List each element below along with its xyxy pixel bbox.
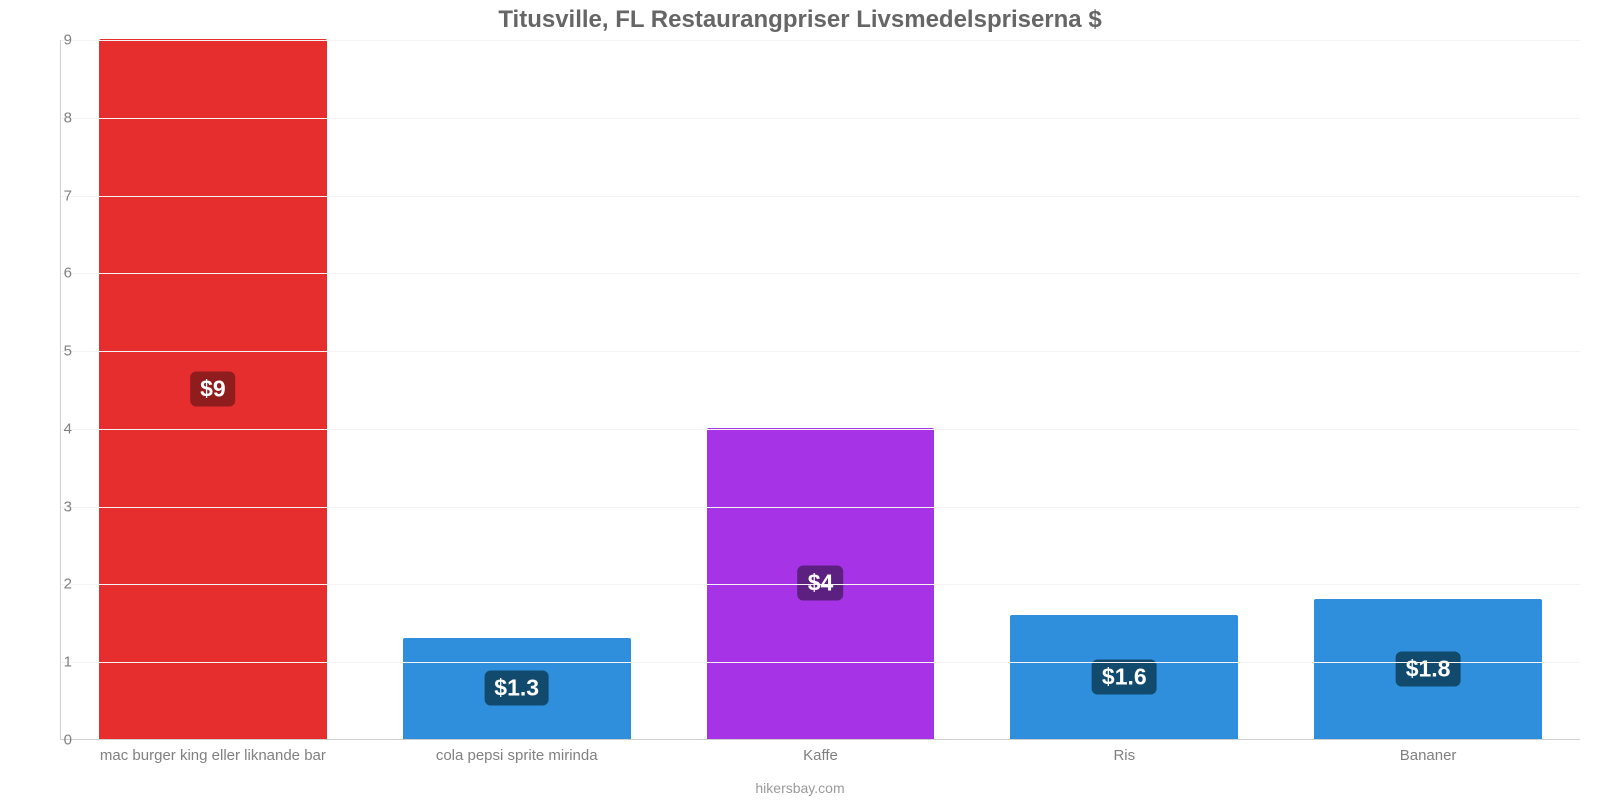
y-axis-tick: 9	[42, 32, 72, 49]
y-axis-tick: 6	[42, 265, 72, 282]
chart-title: Titusville, FL Restaurangpriser Livsmede…	[0, 6, 1600, 34]
y-axis-tick: 2	[42, 576, 72, 593]
bar-value-label: $9	[190, 372, 236, 407]
y-axis-tick: 0	[42, 732, 72, 749]
y-axis-tick: 1	[42, 654, 72, 671]
bar-slot: $1.6Ris	[972, 40, 1276, 739]
x-axis-label: Kaffe	[669, 747, 973, 764]
bar-value-label: $1.8	[1396, 652, 1461, 687]
bar-slot: $1.3cola pepsi sprite mirinda	[365, 40, 669, 739]
y-axis-tick: 8	[42, 109, 72, 126]
y-axis-tick: 4	[42, 420, 72, 437]
plot-area: $9mac burger king eller liknande bar$1.3…	[60, 40, 1580, 740]
x-axis-label: Bananer	[1276, 747, 1580, 764]
price-bar-chart: Titusville, FL Restaurangpriser Livsmede…	[0, 0, 1600, 800]
x-axis-label: mac burger king eller liknande bar	[61, 747, 365, 764]
bar-value-label: $1.6	[1092, 659, 1157, 694]
grid-line	[61, 273, 1580, 274]
x-axis-label: cola pepsi sprite mirinda	[365, 747, 669, 764]
grid-line	[61, 118, 1580, 119]
grid-line	[61, 662, 1580, 663]
y-axis-tick: 3	[42, 498, 72, 515]
y-axis-tick: 7	[42, 187, 72, 204]
grid-line	[61, 351, 1580, 352]
y-axis-tick: 5	[42, 343, 72, 360]
bar-value-label: $1.3	[484, 671, 549, 706]
grid-line	[61, 584, 1580, 585]
bars-container: $9mac burger king eller liknande bar$1.3…	[61, 40, 1580, 739]
grid-line	[61, 40, 1580, 41]
grid-line	[61, 507, 1580, 508]
chart-credit: hikersbay.com	[0, 780, 1600, 796]
grid-line	[61, 196, 1580, 197]
x-axis-label: Ris	[972, 747, 1276, 764]
bar-slot: $4Kaffe	[669, 40, 973, 739]
bar-slot: $9mac burger king eller liknande bar	[61, 40, 365, 739]
grid-line	[61, 429, 1580, 430]
bar-slot: $1.8Bananer	[1276, 40, 1580, 739]
